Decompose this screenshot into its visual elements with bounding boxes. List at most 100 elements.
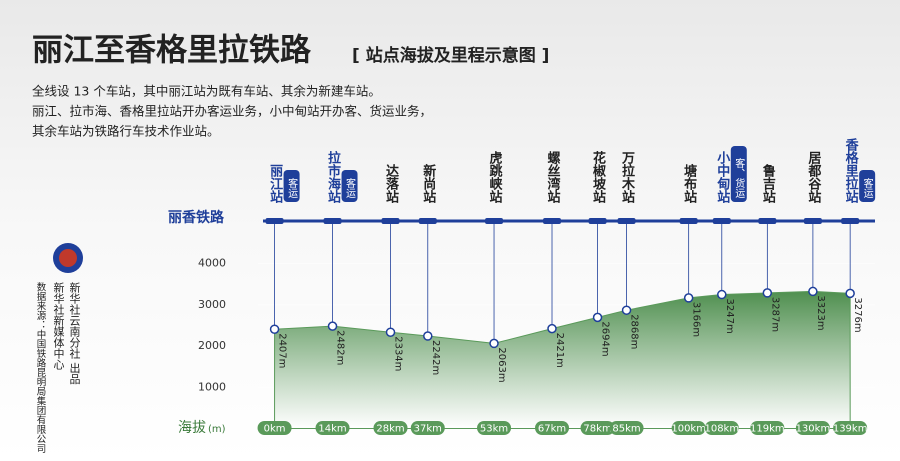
service-label: 客、货运 bbox=[733, 157, 745, 199]
data-point bbox=[385, 327, 396, 337]
value-label: 3247m bbox=[724, 299, 735, 334]
x-tick-label: 130km bbox=[796, 424, 831, 435]
station-name: 花椒坡站 bbox=[590, 150, 606, 204]
station-name: 虎跳峡站 bbox=[487, 150, 503, 204]
x-tick-label: 100km bbox=[671, 424, 706, 435]
station-marker bbox=[418, 218, 437, 224]
description: 其余车站为铁路行车技术作业站。 bbox=[32, 124, 220, 139]
station-marker bbox=[485, 218, 504, 224]
x-tick-label: 28km bbox=[376, 424, 404, 435]
x-tick-badge bbox=[580, 421, 615, 435]
value-label: 3323m bbox=[815, 295, 826, 330]
station-name: 拉市海站 bbox=[325, 150, 341, 204]
station-marker bbox=[588, 218, 607, 224]
data-point bbox=[269, 324, 280, 334]
station-marker bbox=[543, 218, 562, 224]
data-point bbox=[717, 289, 727, 300]
description: 全线设 13 个车站，其中丽江站为既有车站、其余为新建车站。 bbox=[32, 84, 381, 99]
credit-center: 新华社新媒体中心 bbox=[52, 281, 65, 370]
station-name: 鲁吉站 bbox=[760, 163, 776, 204]
y-tick-label: 3000 bbox=[198, 298, 226, 311]
data-point bbox=[808, 286, 818, 297]
title: 丽江至香格里拉铁路 bbox=[32, 33, 312, 69]
x-tick-badge bbox=[257, 421, 292, 435]
value-label: 3287m bbox=[769, 297, 780, 332]
x-tick-badge bbox=[671, 421, 706, 435]
service-label: 客运 bbox=[344, 177, 356, 199]
station-marker bbox=[758, 218, 777, 224]
logo bbox=[53, 243, 83, 273]
value-label: 2421m bbox=[554, 333, 565, 368]
y-axis-label: 海拔 bbox=[178, 420, 206, 436]
data-point bbox=[592, 312, 603, 323]
value-label: 2242m bbox=[430, 340, 441, 375]
x-tick-label: 53km bbox=[480, 424, 508, 435]
y-axis-unit: (m) bbox=[208, 424, 226, 435]
service-badge bbox=[730, 146, 747, 202]
station-marker bbox=[381, 218, 400, 224]
data-point bbox=[845, 288, 855, 299]
value-label: 2868m bbox=[629, 314, 640, 349]
description: 丽江、拉市海、香格里拉站开办客运业务，小中甸站开办客、货运业务， bbox=[32, 104, 432, 119]
x-tick-label: 119km bbox=[750, 424, 785, 435]
service-label: 客运 bbox=[861, 177, 873, 199]
station-name: 达落站 bbox=[383, 163, 399, 204]
station-name: 新尚站 bbox=[420, 163, 436, 204]
data-point bbox=[621, 305, 632, 315]
x-tick-label: 37km bbox=[414, 424, 442, 435]
data-point bbox=[547, 323, 557, 334]
x-tick-label: 0km bbox=[264, 424, 286, 435]
y-tick-label: 1000 bbox=[198, 380, 226, 393]
station-marker bbox=[265, 218, 284, 224]
data-point bbox=[423, 331, 433, 341]
station-marker bbox=[803, 218, 822, 224]
y-tick-label: 4000 bbox=[198, 257, 226, 270]
station-name: 万拉木站 bbox=[619, 151, 636, 204]
x-tick-label: 139km bbox=[833, 424, 868, 435]
value-label: 3276m bbox=[852, 297, 863, 332]
x-tick-badge bbox=[609, 421, 644, 435]
data-point bbox=[683, 293, 694, 303]
station-name: 丽江站 bbox=[267, 164, 283, 204]
station-marker bbox=[679, 218, 698, 224]
subtitle: [ 站点海拔及里程示意图 ] bbox=[352, 45, 549, 66]
service-badge bbox=[283, 170, 300, 202]
station-marker bbox=[617, 218, 636, 224]
value-label: 2407m bbox=[277, 333, 288, 368]
y-tick-label: 2000 bbox=[198, 339, 226, 352]
station-marker bbox=[841, 218, 860, 224]
station-marker bbox=[323, 218, 342, 224]
value-label: 2334m bbox=[393, 336, 404, 371]
x-tick-badge bbox=[535, 421, 570, 435]
station-name: 塘布站 bbox=[681, 163, 697, 204]
station-name: 香格里拉站 bbox=[843, 137, 860, 204]
x-tick-badge bbox=[750, 421, 785, 435]
value-label: 2063m bbox=[496, 347, 507, 382]
x-tick-label: 14km bbox=[318, 424, 346, 435]
credit-source: 数据来源：中国铁路昆明局集团有限公司 bbox=[35, 281, 47, 453]
x-tick-badge bbox=[833, 421, 868, 435]
x-tick-badge bbox=[477, 421, 512, 435]
railway-label: 丽香铁路 bbox=[168, 209, 225, 226]
service-badge bbox=[859, 170, 876, 202]
value-label: 2482m bbox=[335, 330, 346, 365]
x-tick-badge bbox=[315, 421, 350, 435]
x-tick-label: 67km bbox=[538, 424, 566, 435]
value-label: 2694m bbox=[600, 321, 611, 356]
station-name: 螺丝湾站 bbox=[545, 150, 561, 204]
station-marker bbox=[712, 218, 731, 224]
x-tick-label: 78km bbox=[583, 424, 611, 435]
credit-publisher: 新华社云南分社 出品 bbox=[68, 281, 81, 385]
value-label: 3166m bbox=[691, 302, 702, 337]
x-tick-label: 85km bbox=[612, 424, 640, 435]
elevation-area bbox=[274, 290, 851, 429]
x-tick-badge bbox=[373, 421, 408, 435]
data-point bbox=[327, 321, 338, 331]
x-tick-label: 108km bbox=[704, 424, 739, 435]
service-badge bbox=[341, 170, 358, 202]
service-label: 客运 bbox=[286, 177, 298, 199]
station-name: 小中甸站 bbox=[714, 151, 731, 204]
data-point bbox=[489, 338, 499, 349]
x-tick-badge bbox=[795, 421, 830, 435]
